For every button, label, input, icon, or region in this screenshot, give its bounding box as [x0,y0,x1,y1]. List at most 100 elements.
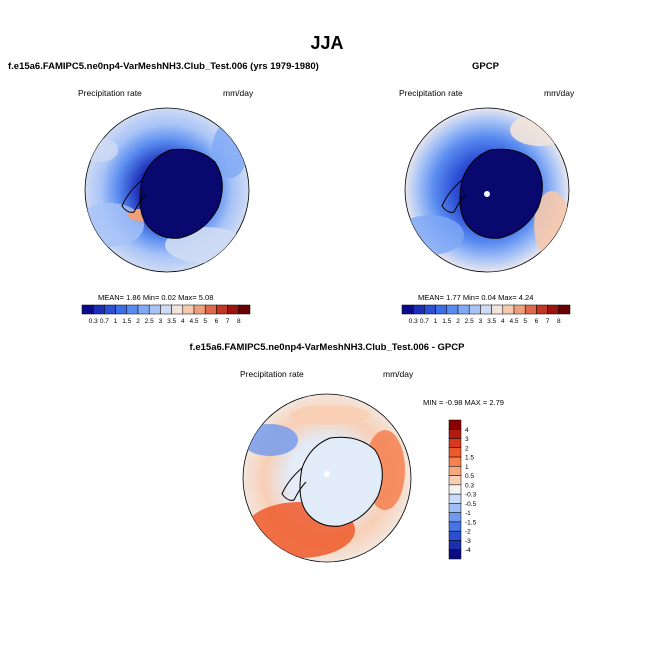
obs-colorbar-swatch [524,304,537,315]
obs-colorbar-tick-label: 7 [546,318,550,325]
diff-colorbar-swatch [448,503,462,513]
diff-colorbar-swatch [448,429,462,439]
diff-colorbar: 4 3 2 1.5 1 0.5 0.3 -0.3 -0.5 -1 -1.5 -2 -3 -4 [448,419,477,560]
diff-colorbar-tick-label: 1 [465,464,469,471]
model-max-value: 5.08 [198,293,214,302]
diff-colorbar-tick-label: 2 [465,445,469,452]
diff-colorbar-tick-label: 3 [465,436,469,443]
model-colorbar-swatch [182,304,195,315]
diff-colorbar-tick-label: 4 [465,427,469,434]
diff-colorbar-tick-label: -3 [465,538,471,545]
obs-colorbar-tick-label: 4 [501,318,505,325]
obs-colorbar-swatch [446,304,459,315]
diff-colorbar-tick-label: -1 [465,510,471,517]
diff-colorbar-swatch [448,530,462,541]
obs-units-label: mm/day [544,88,575,98]
model-colorbar-tick-label: 2 [136,318,140,325]
obs-colorbar-tick-label: 3 [479,318,483,325]
model-colorbar-swatch [92,304,105,315]
diff-units-label: mm/day [383,369,414,379]
model-mean-value: 1.86 [126,293,141,302]
diff-colorbar-swatch [448,484,462,495]
model-colorbar-swatch [81,304,94,315]
obs-colorbar-tick-label: 5 [523,318,527,325]
model-colorbar-tick-label: 6 [215,318,219,325]
model-max-label: Max= [178,293,197,302]
obs-max-value: 4.24 [518,293,534,302]
model-stats: MEAN= 1.86 Min= 0.02 Max= 5.08 [98,294,213,302]
diff-colorbar-tick-label: -0.5 [465,501,477,508]
model-min-value: 0.02 [161,293,177,302]
obs-variable-label: Precipitation rate [399,88,463,98]
obs-colorbar: 0.3 0.7 1 1.5 2 2.5 3 3.5 4 4.5 5 6 7 8 [401,304,571,325]
obs-colorbar-tick-label: 0.3 [409,318,418,325]
obs-max-label: Max= [498,293,517,302]
obs-colorbar-swatch [547,304,560,315]
obs-colorbar-tick-label: 6 [535,318,539,325]
obs-stats: MEAN= 1.77 Min= 0.04 Max= 4.24 [418,294,533,302]
diff-colorbar-swatch [448,540,462,550]
model-min-label: Min= [142,293,160,302]
model-colorbar-tick-label: 4.5 [189,318,198,325]
diff-colorbar-tick-label: -4 [465,547,471,554]
model-colorbar-tick-label: 3 [159,318,163,325]
obs-colorbar-swatch [435,304,448,315]
diff-panel-title: f.e15a6.FAMIPC5.ne0np4-VarMeshNH3.Club_T… [189,342,465,353]
diff-min-label: MIN = [423,398,444,407]
obs-colorbar-swatch [468,304,481,315]
diff-colorbar-swatch [448,466,462,476]
obs-colorbar-tick-label: 0.7 [420,318,429,325]
diff-colorbar-tick-label: -2 [465,529,471,536]
obs-colorbar-swatch [502,304,515,315]
model-colorbar-tick-label: 1.5 [122,318,131,325]
diff-colorbar-swatch [448,521,462,532]
model-units-label: mm/day [223,88,254,98]
obs-colorbar-swatch [480,304,492,315]
obs-mean-label: MEAN= [418,293,445,302]
model-colorbar-swatch [216,304,228,315]
diff-max-value: 2.79 [489,398,504,407]
diff-colorbar-tick-label: -0.3 [465,492,477,499]
obs-colorbar-swatch [424,304,436,315]
model-mean-label: MEAN= [98,293,125,302]
obs-colorbar-tick-label: 2 [456,318,460,325]
model-colorbar-swatch [148,304,161,315]
obs-min-label: Min= [462,293,480,302]
obs-min-value: 0.04 [481,293,497,302]
obs-colorbar-swatch [491,304,504,315]
obs-colorbar-swatch [457,304,470,315]
obs-colorbar-swatch [536,304,548,315]
model-colorbar-tick-label: 7 [226,318,230,325]
model-colorbar-tick-label: 1 [114,318,118,325]
diff-colorbar-swatch [448,456,462,467]
model-colorbar-swatch [171,304,184,315]
figure-title: JJA [310,33,344,53]
diff-colorbar-tick-label: -1.5 [465,519,477,526]
obs-colorbar-tick-label: 1.5 [442,318,451,325]
model-colorbar-tick-label: 5 [203,318,207,325]
diff-colorbar-swatch [448,512,462,523]
diff-variable-label: Precipitation rate [240,369,304,379]
diff-colorbar-tick-label: 1.5 [465,455,474,462]
diff-colorbar-swatch [448,493,462,504]
model-colorbar-tick-label: 4 [181,318,185,325]
model-colorbar-swatch [104,304,116,315]
obs-colorbar-tick-label: 4.5 [509,318,518,325]
model-colorbar-swatch [115,304,128,315]
diff-min-value: -0.98 [445,398,463,407]
model-colorbar-swatch [204,304,217,315]
obs-colorbar-swatch [412,304,425,315]
diff-stats: MIN = -0.98 MAX = 2.79 [423,399,504,407]
model-colorbar-swatch [193,304,206,315]
obs-colorbar-tick-label: 8 [557,318,561,325]
diff-colorbar-swatch [448,447,462,458]
model-colorbar-tick-label: 8 [237,318,241,325]
model-colorbar-swatch [126,304,139,315]
model-colorbar-tick-label: 2.5 [145,318,154,325]
diff-map [242,393,412,563]
diff-colorbar-swatch [448,438,462,449]
model-colorbar-swatch [160,304,172,315]
diff-colorbar-tick-label: 0.3 [465,482,474,489]
model-colorbar-swatch [227,304,240,315]
